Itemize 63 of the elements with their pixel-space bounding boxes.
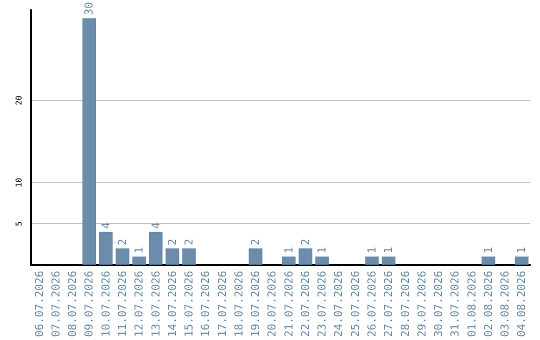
bar — [116, 248, 130, 265]
x-tick-label: 14.07.2026 — [166, 270, 179, 338]
y-tick-label: 5 — [14, 221, 24, 226]
x-tick-label: 01.08.2026 — [465, 270, 478, 338]
bar — [382, 256, 396, 265]
x-tick-label: 07.07.2026 — [49, 270, 62, 338]
bar — [166, 248, 180, 265]
x-tick-label: 27.07.2026 — [382, 270, 396, 338]
bar — [514, 256, 529, 265]
bar — [148, 232, 163, 265]
bar — [248, 248, 262, 265]
bar — [282, 256, 296, 265]
x-tick-label: 23.07.2026 — [316, 270, 329, 338]
x-tick-label: 25.07.2026 — [348, 270, 362, 338]
x-tick-label: 09.07.2026 — [82, 270, 96, 338]
data-label: 1 — [282, 246, 296, 254]
x-tick-label: 22.07.2026 — [298, 270, 312, 338]
x-tick-label: 20.07.2026 — [266, 270, 279, 338]
x-tick-label: 31.07.2026 — [448, 270, 462, 338]
data-label: 4 — [99, 222, 112, 229]
x-tick-label: 19.07.2026 — [249, 270, 262, 338]
x-tick-label: 10.07.2026 — [99, 270, 112, 338]
data-label: 2 — [249, 238, 262, 246]
x-tick-label: 08.07.2026 — [66, 270, 80, 338]
x-tick-label: 06.07.2026 — [32, 270, 46, 338]
bar — [298, 248, 312, 265]
data-label: 2 — [182, 238, 196, 246]
x-tick-label: 24.07.2026 — [332, 270, 346, 338]
y-tick-label: 10 — [14, 178, 24, 188]
x-tick-label: 15.07.2026 — [182, 270, 196, 338]
data-label: 2 — [116, 238, 129, 246]
data-label: 1 — [482, 246, 495, 254]
data-label: 30 — [82, 2, 96, 16]
data-label: 1 — [365, 246, 378, 254]
bar — [82, 18, 96, 265]
bar — [315, 256, 329, 265]
data-label: 4 — [149, 222, 162, 229]
x-tick-label: 04.08.2026 — [515, 270, 528, 338]
x-tick-label: 12.07.2026 — [132, 270, 146, 338]
bar — [182, 248, 196, 265]
x-tick-label: 26.07.2026 — [365, 270, 378, 338]
bar — [132, 256, 146, 265]
x-tick-label: 17.07.2026 — [216, 270, 229, 338]
data-label: 1 — [382, 246, 396, 254]
data-label: 2 — [298, 238, 312, 246]
x-tick-label: 18.07.2026 — [232, 270, 246, 338]
x-tick-label: 30.07.2026 — [432, 270, 446, 338]
y-tick-label: 20 — [14, 95, 24, 106]
bar — [365, 256, 379, 265]
x-tick-label: 13.07.2026 — [149, 270, 162, 338]
x-tick-label: 11.07.2026 — [116, 270, 129, 338]
x-tick-label: 03.08.2026 — [498, 270, 512, 338]
x-tick-label: 16.07.2026 — [199, 270, 212, 338]
bar — [99, 232, 113, 265]
x-tick-label: 28.07.2026 — [398, 270, 412, 338]
data-label: 1 — [132, 246, 146, 254]
data-label: 1 — [316, 246, 329, 254]
data-label: 2 — [166, 238, 179, 246]
data-label: 1 — [515, 246, 528, 254]
x-tick-label: 21.07.2026 — [282, 270, 296, 338]
bar — [482, 256, 496, 265]
x-tick-label: 29.07.2026 — [415, 270, 428, 338]
x-tick-label: 02.08.2026 — [482, 270, 495, 338]
